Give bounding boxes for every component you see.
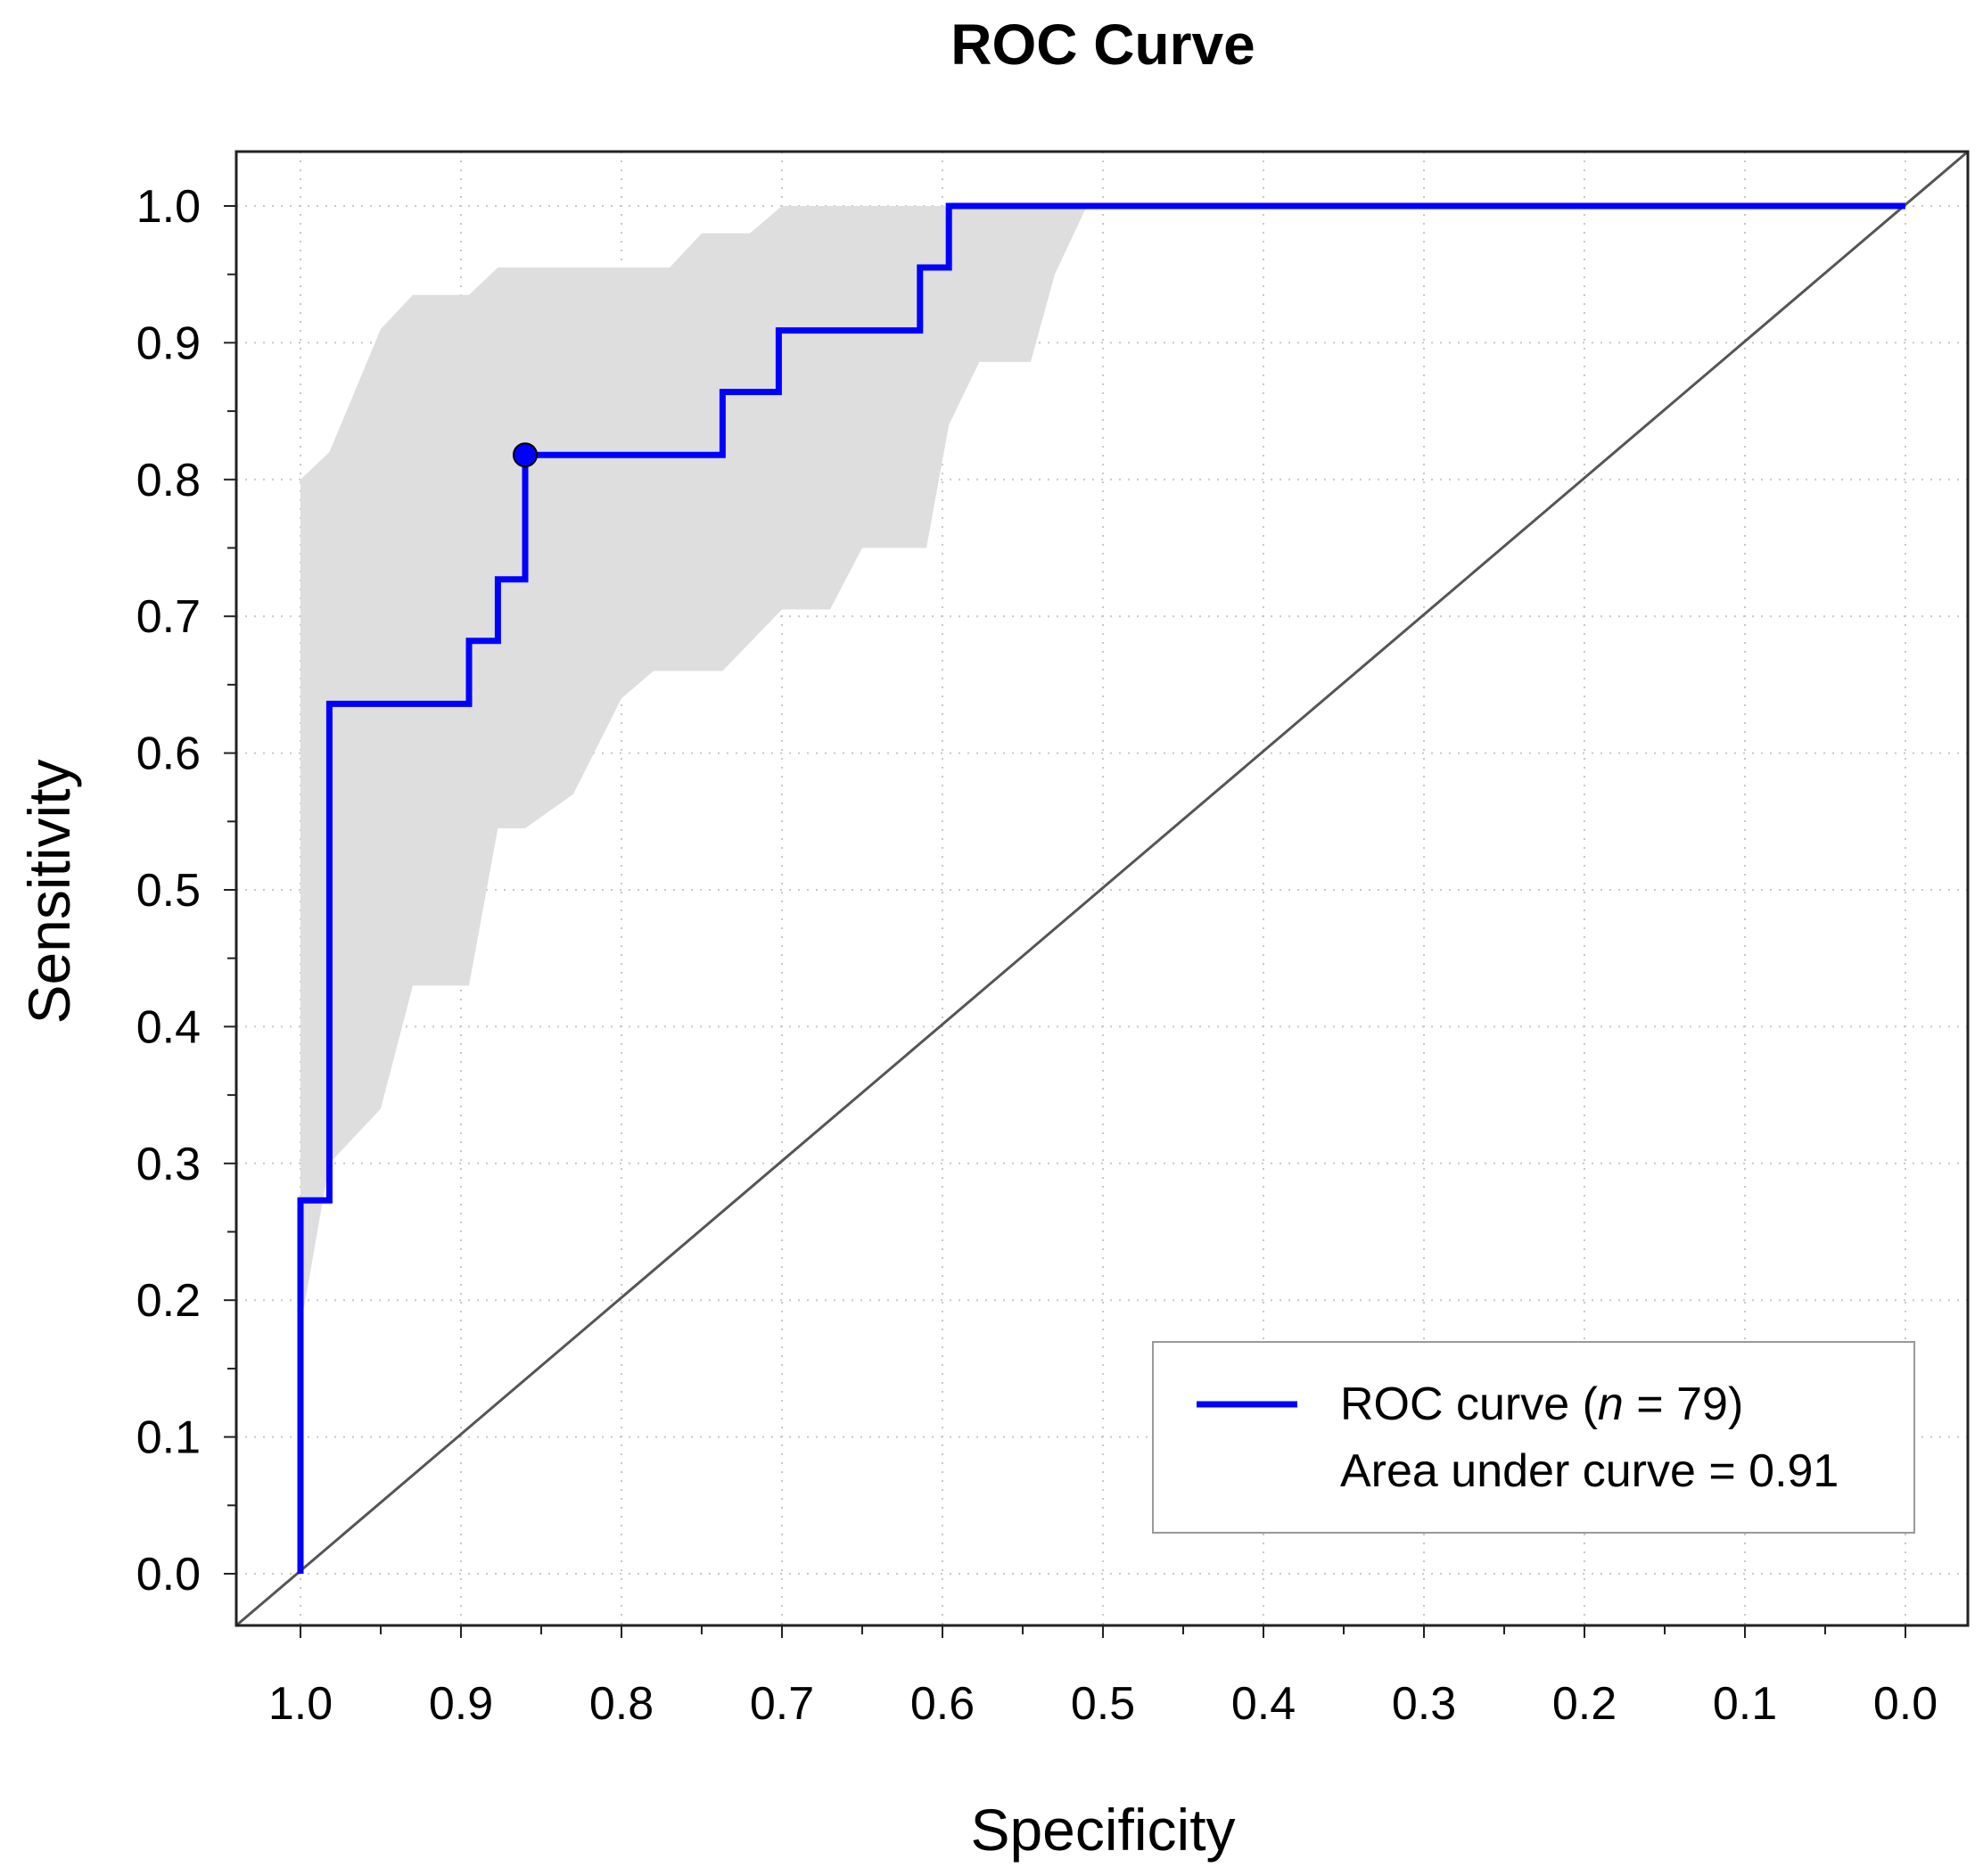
legend-label-auc: Area under curve = 0.91: [1340, 1445, 1839, 1497]
x-tick-label: 0.2: [1552, 1678, 1617, 1730]
confidence-band: [300, 206, 1087, 1328]
x-tick-label: 0.8: [589, 1678, 654, 1730]
x-axis-label: Specificity: [970, 1797, 1235, 1863]
y-tick-label: 0.7: [136, 591, 201, 643]
x-tick-label: 0.5: [1071, 1678, 1135, 1730]
y-tick-label: 0.5: [136, 865, 201, 917]
legend-label-prefix: ROC curve (: [1340, 1378, 1599, 1430]
y-tick-label: 0.6: [136, 728, 201, 780]
x-tick-label: 0.9: [429, 1678, 493, 1730]
y-axis-ticks: 0.0 0.1 0.2 0.3 0.4 0.5 0.6 0.7 0.8 0.9 1.0: [136, 181, 236, 1600]
y-tick-label: 0.3: [136, 1139, 201, 1190]
x-axis-ticks: 1.0 0.9 0.8 0.7 0.6 0.5 0.4 0.3 0.2 0.1 0.0: [268, 1625, 1938, 1730]
y-tick-label: 0.2: [136, 1275, 201, 1327]
legend-label-roc: ROC curve (n = 79): [1340, 1378, 1743, 1430]
y-tick-label: 1.0: [136, 181, 201, 233]
x-tick-label: 0.6: [910, 1678, 975, 1730]
reference-diagonal: [235, 150, 1969, 1627]
x-tick-label: 0.7: [750, 1678, 814, 1730]
chart-title: ROC Curve: [950, 12, 1255, 77]
x-tick-label: 0.4: [1231, 1678, 1296, 1730]
y-axis-label: Sensitivity: [16, 759, 82, 1024]
legend-n-value: = 79): [1624, 1378, 1743, 1430]
legend-box: [1152, 1341, 1915, 1534]
y-tick-label: 0.9: [136, 317, 201, 369]
y-tick-label: 0.8: [136, 455, 201, 506]
legend-n-symbol: n: [1598, 1378, 1624, 1430]
x-tick-label: 0.1: [1713, 1678, 1777, 1730]
x-tick-label: 0.3: [1392, 1678, 1456, 1730]
legend: ROC curve (n = 79) Area under curve = 0.…: [1152, 1341, 1915, 1534]
x-tick-label: 1.0: [268, 1678, 333, 1730]
y-tick-label: 0.0: [136, 1549, 201, 1600]
optimal-cutoff-point: [513, 442, 538, 468]
y-tick-label: 0.4: [136, 1001, 201, 1053]
y-tick-label: 0.1: [136, 1412, 201, 1464]
x-tick-label: 0.0: [1873, 1678, 1938, 1730]
